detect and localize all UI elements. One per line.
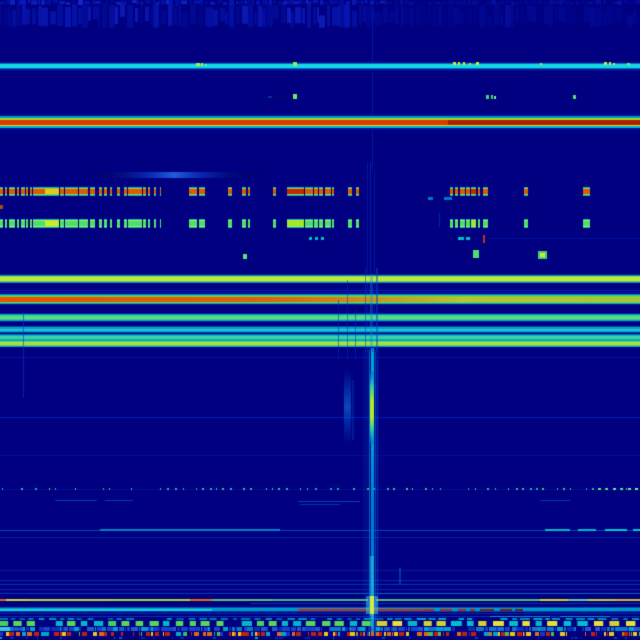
heatmap-figure: [0, 0, 640, 640]
heatmap-canvas: [0, 0, 640, 640]
page: { "chart_data": { "type": "heatmap", "pa…: [0, 0, 640, 640]
